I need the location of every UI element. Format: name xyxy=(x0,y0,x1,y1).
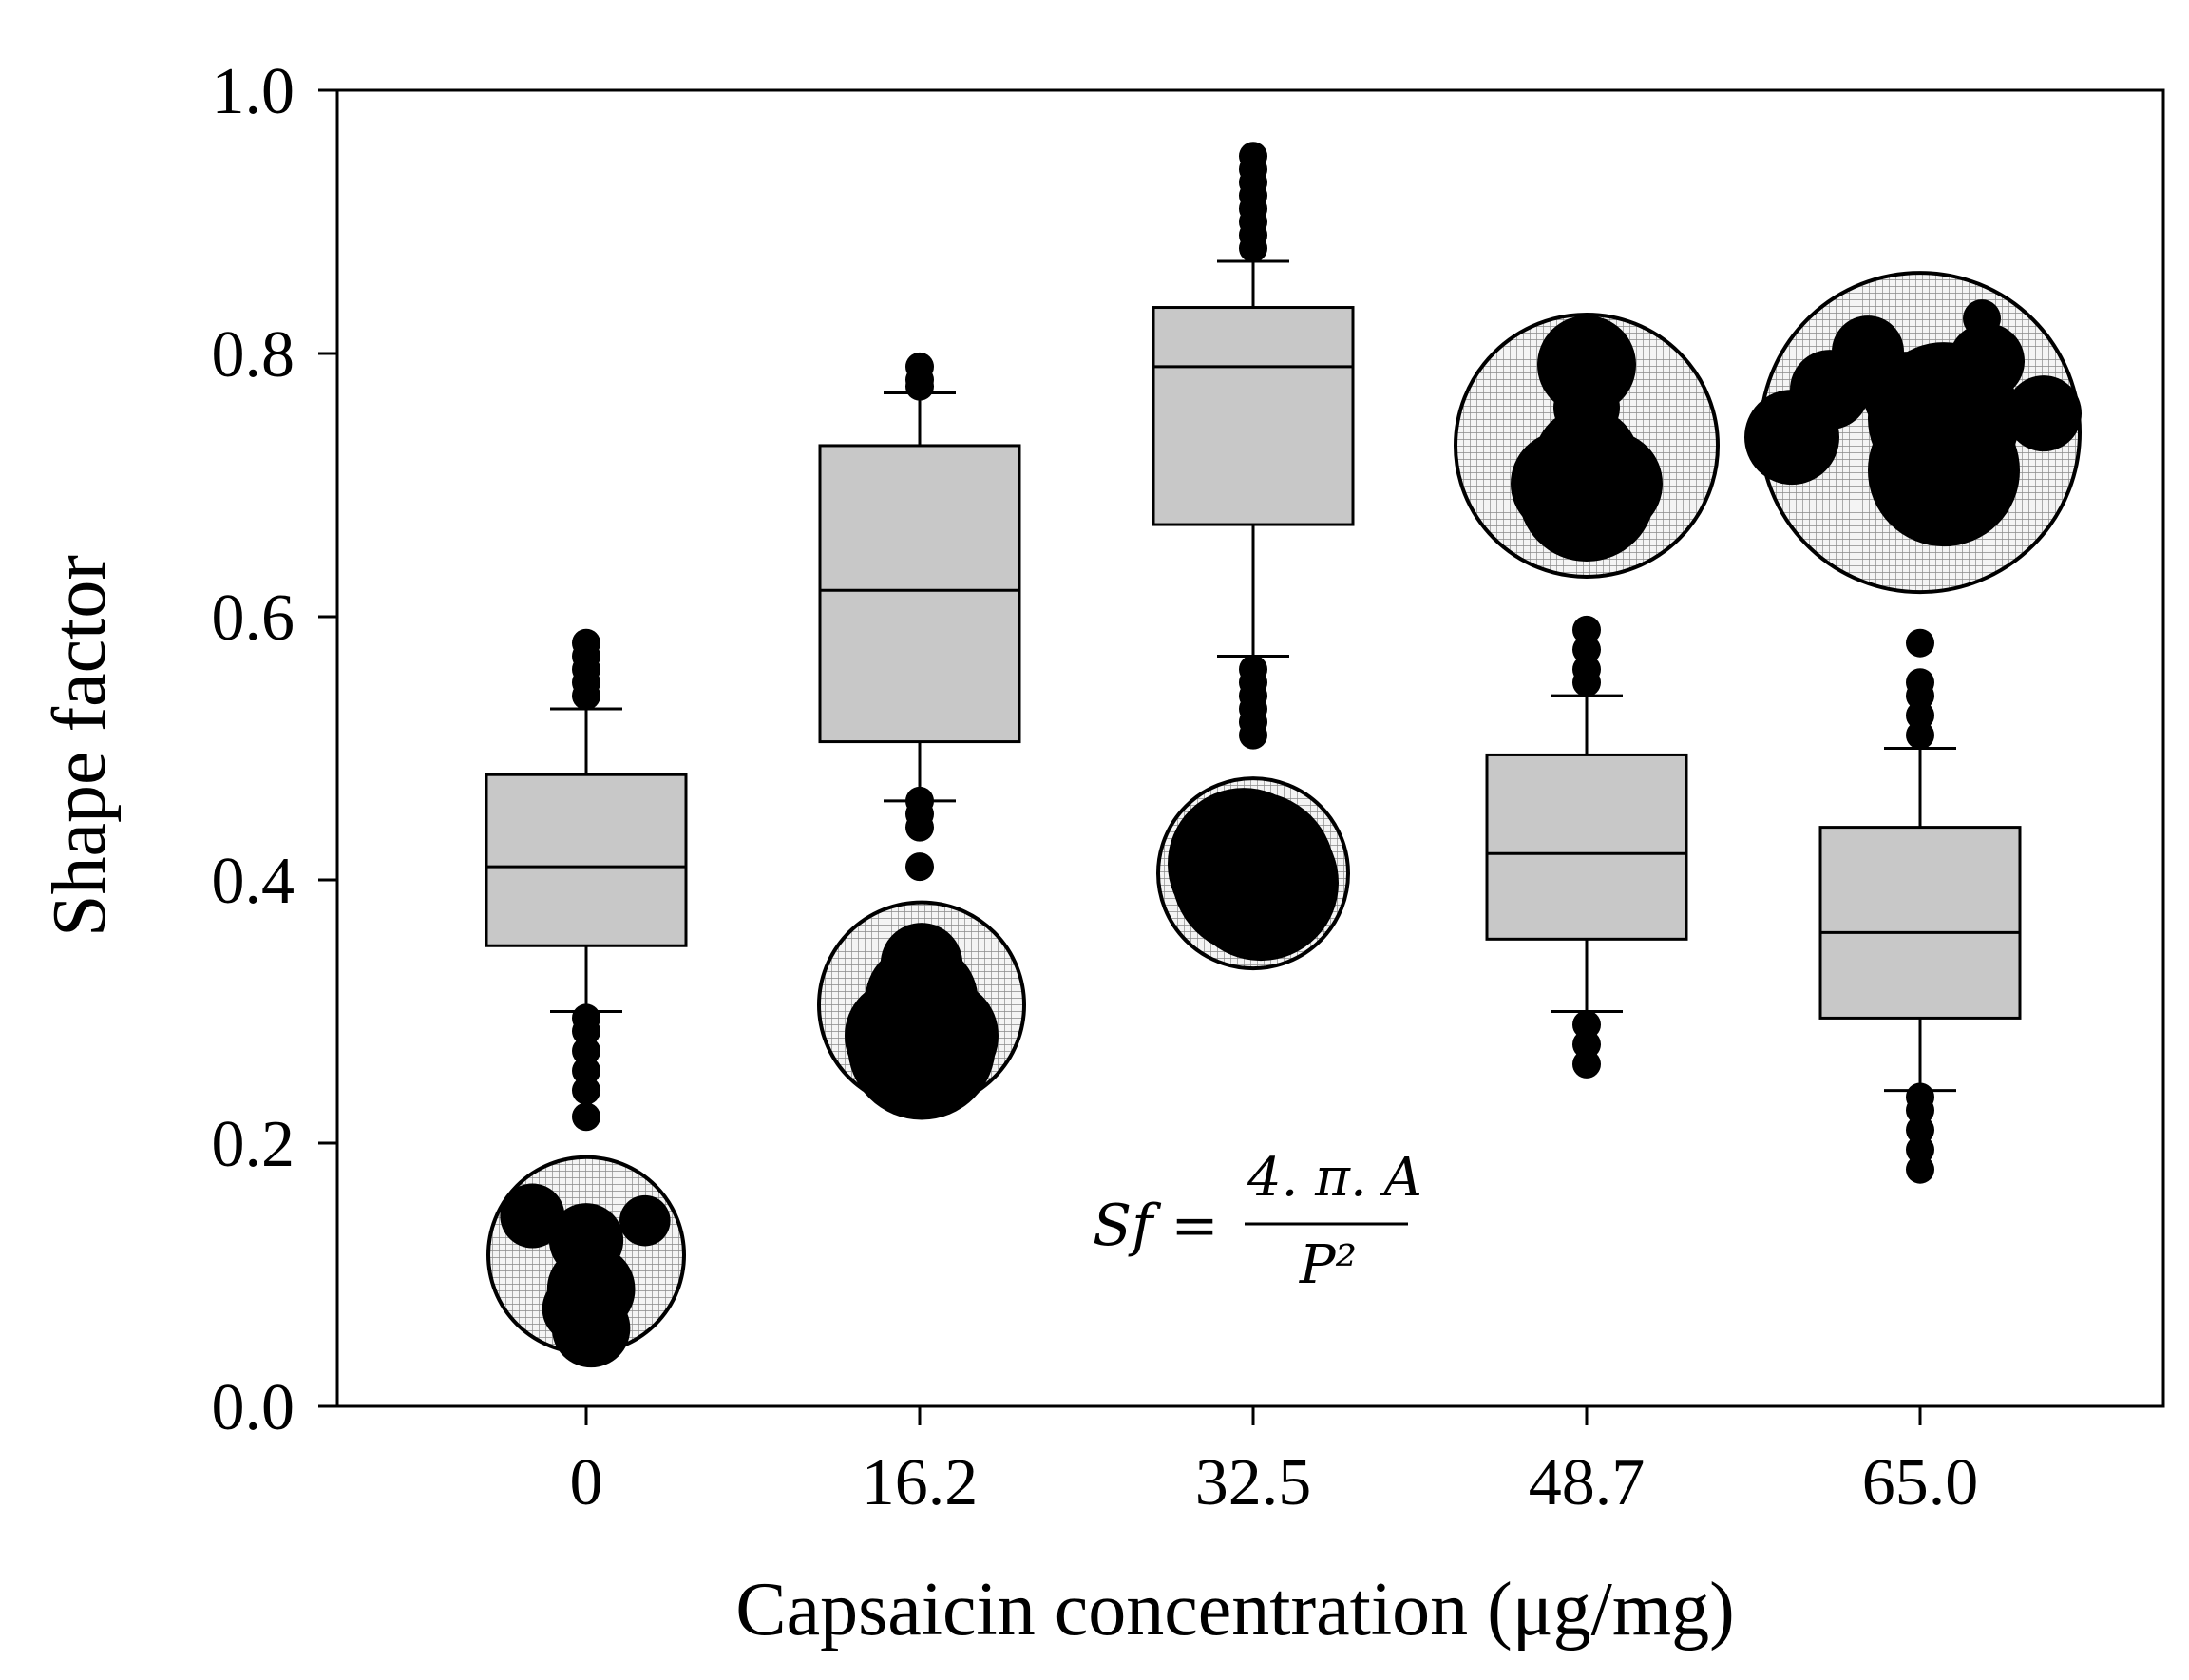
outlier-point xyxy=(572,1003,600,1033)
y-tick-label: 0.0 xyxy=(212,1371,295,1444)
cell-inset xyxy=(1156,776,1350,971)
outlier-point xyxy=(572,628,600,658)
outlier-point xyxy=(1572,655,1601,684)
outlier-point xyxy=(572,1076,600,1105)
outlier-point xyxy=(1572,1030,1601,1060)
cell-inset xyxy=(817,900,1026,1120)
cell-inset xyxy=(1454,312,1720,579)
iqr-box xyxy=(1485,753,1688,941)
outlier-point xyxy=(1906,1082,1934,1112)
y-tick-label: 0.4 xyxy=(212,845,295,918)
cell-silhouette xyxy=(1558,430,1663,536)
y-tick-label: 0.8 xyxy=(212,318,295,391)
y-tick-label: 0.2 xyxy=(212,1108,295,1181)
iqr-box xyxy=(1818,826,2022,1020)
x-tick-label: 0 xyxy=(570,1446,603,1519)
shape-factor-formula: Sf = 4. π. A P² xyxy=(1093,1147,1422,1296)
iqr-box xyxy=(1152,306,1355,526)
formula-denominator: P² xyxy=(1299,1234,1357,1296)
x-axis-title: Capsaicin concentration (μg/mg) xyxy=(735,1568,1734,1651)
cell-silhouette xyxy=(542,1274,611,1344)
outlier-point xyxy=(1906,628,1934,658)
formula-lhs: Sf = xyxy=(1093,1193,1219,1259)
y-tick-label: 0.6 xyxy=(212,582,295,655)
outlier-point xyxy=(1239,655,1267,684)
formula-numerator: 4. π. A xyxy=(1247,1147,1422,1209)
x-tick-label: 16.2 xyxy=(862,1446,979,1519)
outlier-point xyxy=(572,1037,600,1066)
box-plot xyxy=(1152,142,1355,750)
cell-silhouette xyxy=(619,1194,671,1247)
iqr-box xyxy=(818,444,1021,744)
outlier-point xyxy=(1572,1010,1601,1040)
box-plots xyxy=(485,142,2022,1184)
cell-inset xyxy=(486,1155,686,1368)
y-axis-title: Shape factor xyxy=(38,555,122,937)
y-tick-label: 1.0 xyxy=(212,55,295,128)
x-axis: 0 16.2 32.5 48.7 65.0 xyxy=(570,1406,1979,1519)
outlier-point xyxy=(905,352,934,381)
outlier-point xyxy=(572,1102,600,1132)
outlier-point xyxy=(1906,700,1934,730)
cell-silhouette xyxy=(1183,805,1339,962)
box-plot xyxy=(818,352,1021,882)
cell-silhouette xyxy=(1744,390,1839,486)
plot-frame xyxy=(335,88,2165,1408)
box-plot xyxy=(1485,615,1688,1079)
outlier-point xyxy=(905,852,934,882)
cell-silhouette xyxy=(500,1183,565,1249)
outlier-point xyxy=(572,1056,600,1085)
y-axis: 0.0 0.2 0.4 0.6 0.8 1.0 xyxy=(212,55,337,1444)
cell-silhouette xyxy=(1949,323,2025,400)
outlier-point xyxy=(1906,668,1934,697)
outlier-point xyxy=(1572,615,1601,644)
outlier-point xyxy=(1572,635,1601,664)
outlier-point xyxy=(1906,1116,1934,1145)
x-tick-label: 32.5 xyxy=(1195,1446,1312,1519)
cell-inset-images xyxy=(486,271,2082,1368)
x-tick-label: 48.7 xyxy=(1529,1446,1646,1519)
cell-silhouette xyxy=(1863,352,1949,438)
iqr-box xyxy=(485,773,688,947)
cell-inset xyxy=(1744,271,2082,595)
outlier-point xyxy=(1906,720,1934,750)
outlier-point xyxy=(1906,1135,1934,1164)
outlier-point xyxy=(1906,1155,1934,1184)
box-plot xyxy=(1818,628,2022,1184)
outlier-point xyxy=(905,786,934,815)
box-plot xyxy=(485,628,688,1132)
cell-silhouette xyxy=(885,979,999,1093)
outlier-point xyxy=(1239,142,1267,171)
outlier-point xyxy=(1572,1049,1601,1079)
cell-silhouette xyxy=(2006,375,2082,452)
x-tick-label: 65.0 xyxy=(1862,1446,1979,1519)
